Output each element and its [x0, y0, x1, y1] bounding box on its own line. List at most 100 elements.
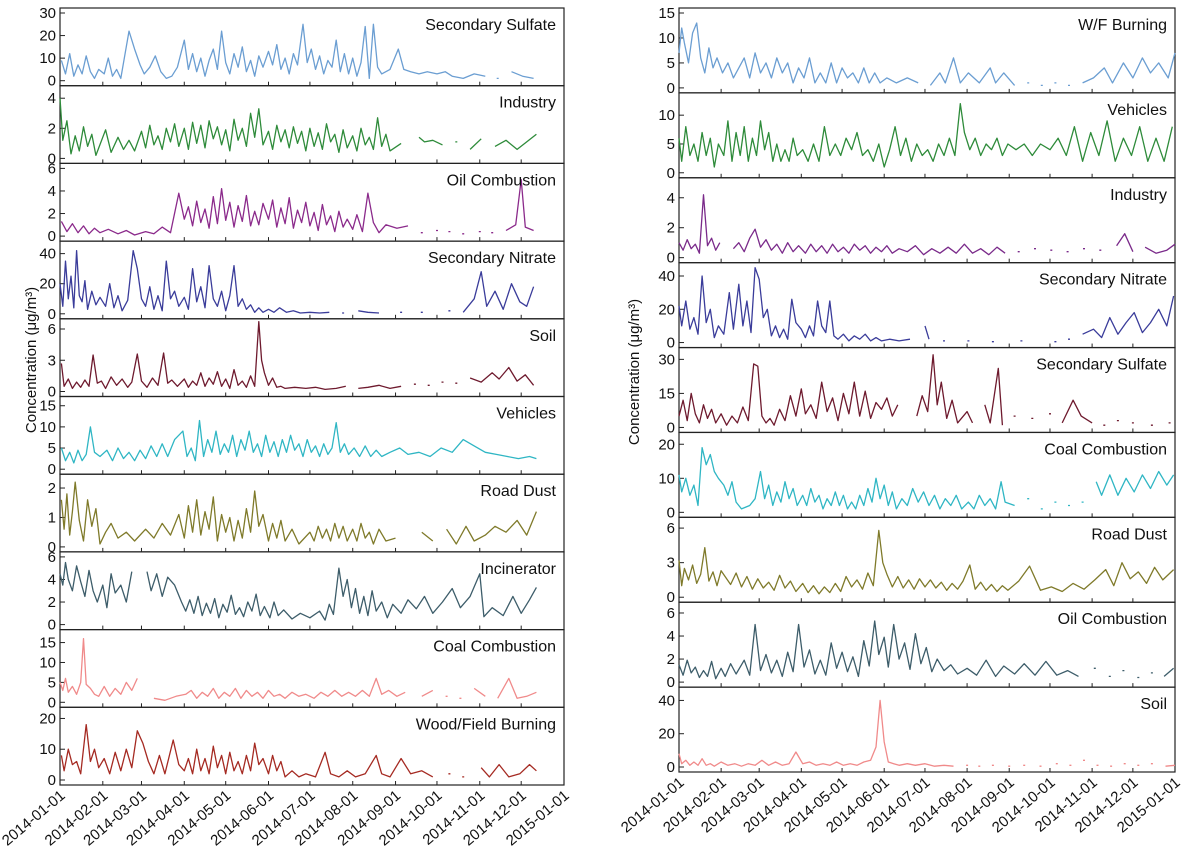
y-tick-label: 5	[667, 136, 675, 153]
y-tick-label: 4	[48, 571, 56, 588]
subplot-right-2: 0 5 10 Vehicles	[658, 92, 1176, 182]
series-line-wood-field-burning	[60, 723, 537, 778]
series-line-road-dust	[678, 529, 1175, 595]
y-tick-label: 4	[667, 628, 675, 645]
y-tick-label: 5	[48, 440, 56, 457]
series-line-vehicles	[60, 419, 537, 464]
series-line-soil	[678, 699, 1176, 767]
subplot-left-9: 0 5 10 15 Coal Combustion	[39, 628, 565, 711]
subplot-label: Secondary Nitrate	[428, 250, 556, 267]
subplot-frame	[59, 85, 565, 164]
subplot-right-9: 0 20 40 Soil	[658, 686, 1176, 776]
series-line-industry	[59, 98, 537, 157]
series-line-oil-combustion	[678, 620, 1175, 680]
subplot-label: Industry	[499, 95, 556, 112]
subplot-label: Oil Combustion	[447, 172, 556, 189]
y-tick-label: 20	[658, 301, 675, 318]
y-tick-label: 0	[48, 150, 56, 167]
y-tick-label: 5	[667, 55, 675, 72]
subplot-right-1: 0 5 10 15 W/F Burning	[658, 5, 1176, 97]
y-tick-label: 0	[48, 228, 56, 245]
y-axis-label-left: Concentration (μg/m³)	[23, 287, 40, 433]
y-tick-label: 10	[39, 654, 56, 671]
subplot-right-6: 0 10 20 Coal Combustion	[658, 431, 1176, 521]
series-line-w-f-burning	[678, 22, 1176, 87]
y-tick-label: 5	[48, 674, 56, 691]
subplot-left-10: 0 10 20 Wood/Field Burning	[39, 706, 565, 789]
subplot-frame	[678, 686, 1176, 773]
subplot-left-8: 0 2 4 6 Incinerator	[48, 549, 565, 634]
series-line-industry	[678, 194, 1176, 256]
y-tick-label: 3	[667, 555, 675, 572]
subplot-frame	[59, 706, 565, 786]
subplot-right-5: 0 15 30 Secondary Sulfate	[658, 346, 1176, 436]
y-tick-label: 0	[48, 461, 56, 478]
y-tick-label: 15	[658, 5, 675, 22]
subplot-left-3: 0 2 4 6 Oil Combustion	[48, 160, 565, 245]
subplot-label: Vehicles	[1107, 102, 1167, 119]
right-chart-panel: 0 5 10 15 W/F Burning 0 5 10 Vehicles 0 2 4 Industry…	[618, 5, 1184, 836]
y-tick-label: 2	[48, 206, 56, 223]
subplot-label: Secondary Sulfate	[425, 17, 556, 34]
y-tick-label: 4	[667, 190, 675, 207]
y-tick-label: 20	[39, 28, 56, 45]
subplot-label: Coal Combustion	[1044, 441, 1167, 458]
y-tick-label: 6	[48, 321, 56, 338]
subplot-label: Vehicles	[496, 406, 556, 423]
y-tick-label: 10	[658, 107, 675, 124]
y-tick-label: 6	[48, 160, 56, 177]
y-tick-label: 0	[48, 617, 56, 634]
subplot-label: Oil Combustion	[1058, 611, 1167, 628]
y-tick-label: 10	[658, 30, 675, 47]
y-tick-label: 0	[48, 694, 56, 711]
y-tick-label: 4	[48, 183, 56, 200]
subplot-frame	[59, 318, 565, 398]
y-tick-label: 0	[48, 73, 56, 90]
subplot-left-1: 0 10 20 30 Secondary Sulfate	[39, 5, 565, 90]
series-line-oil-combustion	[60, 179, 534, 236]
subplot-frame	[678, 92, 1176, 179]
subplot-label: Road Dust	[480, 483, 556, 500]
y-tick-label: 0	[667, 335, 675, 352]
y-tick-label: 0	[667, 759, 675, 776]
y-tick-label: 30	[39, 5, 56, 22]
y-tick-label: 10	[658, 470, 675, 487]
series-line-soil	[60, 321, 535, 391]
y-tick-label: 15	[39, 398, 56, 415]
y-tick-label: 40	[39, 246, 56, 263]
series-line-incinerator	[59, 561, 537, 621]
subplot-right-4: 0 20 40 Secondary Nitrate	[658, 262, 1176, 352]
y-tick-label: 2	[667, 651, 675, 668]
y-tick-label: 4	[48, 90, 56, 107]
subplot-label: Soil	[529, 328, 556, 345]
y-axis-label-right: Concentration (μg/m³)	[626, 299, 643, 445]
subplot-left-4: 0 20 40 Secondary Nitrate	[39, 240, 565, 323]
subplot-label: W/F Burning	[1078, 17, 1167, 34]
y-tick-label: 6	[667, 605, 675, 622]
y-tick-label: 15	[658, 385, 675, 402]
subplot-label: Coal Combustion	[433, 639, 556, 656]
y-tick-label: 20	[39, 276, 56, 293]
y-tick-label: 30	[658, 351, 675, 368]
y-tick-label: 0	[667, 504, 675, 521]
series-line-secondary-sulfate	[678, 354, 1171, 426]
subplot-left-7: 0 1 2 Road Dust	[48, 473, 565, 556]
subplot-right-7: 0 3 6 Road Dust	[667, 516, 1176, 606]
series-line-coal-combustion	[59, 637, 537, 701]
y-tick-label: 2	[48, 594, 56, 611]
y-tick-label: 6	[667, 520, 675, 537]
y-tick-label: 0	[667, 419, 675, 436]
subplot-label: Wood/Field Burning	[416, 716, 556, 733]
y-tick-label: 0	[48, 539, 56, 556]
y-tick-label: 2	[48, 480, 56, 497]
subplot-left-5: 0 3 6 Soil	[48, 318, 565, 401]
y-tick-label: 0	[48, 384, 56, 401]
y-tick-label: 2	[48, 120, 56, 137]
y-tick-label: 0	[667, 80, 675, 97]
y-tick-label: 0	[667, 250, 675, 267]
y-tick-label: 0	[48, 306, 56, 323]
subplot-label: Road Dust	[1091, 526, 1167, 543]
series-line-vehicles	[678, 102, 1173, 168]
